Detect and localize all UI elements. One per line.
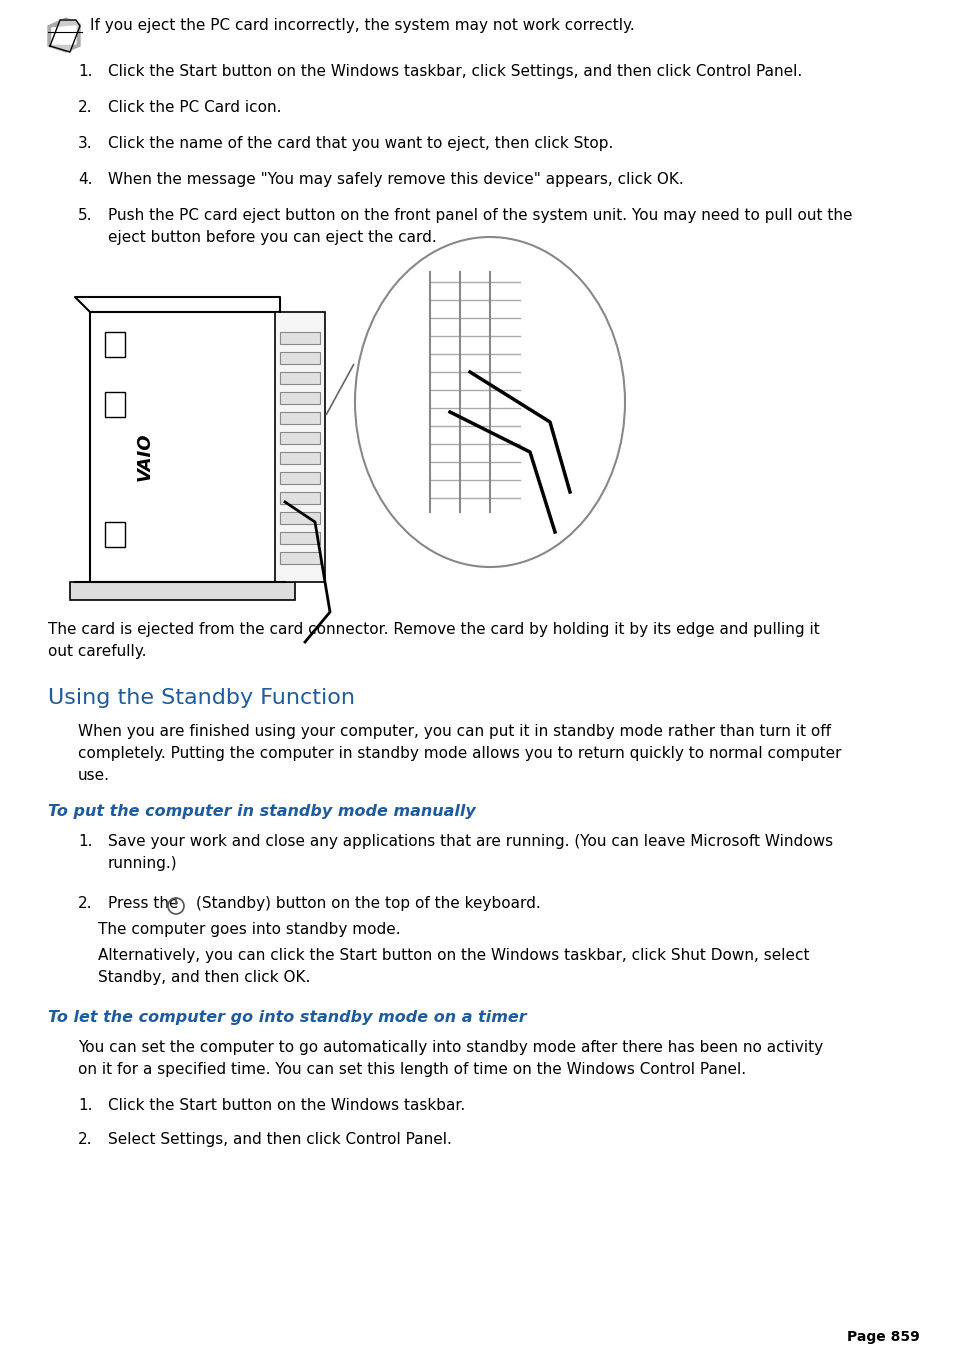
Text: You can set the computer to go automatically into standby mode after there has b: You can set the computer to go automatic… bbox=[78, 1040, 822, 1055]
Polygon shape bbox=[50, 20, 80, 51]
Bar bbox=[280, 471, 319, 484]
Text: eject button before you can eject the card.: eject button before you can eject the ca… bbox=[108, 230, 436, 245]
Bar bbox=[105, 521, 125, 547]
Bar bbox=[274, 312, 325, 582]
Ellipse shape bbox=[355, 236, 624, 567]
Text: 1.: 1. bbox=[78, 834, 92, 848]
FancyBboxPatch shape bbox=[70, 582, 294, 600]
Polygon shape bbox=[52, 26, 76, 45]
Text: Click the name of the card that you want to eject, then click Stop.: Click the name of the card that you want… bbox=[108, 136, 613, 151]
Text: Save your work and close any applications that are running. (You can leave Micro: Save your work and close any application… bbox=[108, 834, 832, 848]
Text: completely. Putting the computer in standby mode allows you to return quickly to: completely. Putting the computer in stan… bbox=[78, 746, 841, 761]
Text: 1.: 1. bbox=[78, 1098, 92, 1113]
Text: If you eject the PC card incorrectly, the system may not work correctly.: If you eject the PC card incorrectly, th… bbox=[90, 18, 634, 32]
Bar bbox=[280, 532, 319, 544]
Text: Alternatively, you can click the Start button on the Windows taskbar, click Shut: Alternatively, you can click the Start b… bbox=[98, 948, 809, 963]
Text: Click the Start button on the Windows taskbar, click Settings, and then click Co: Click the Start button on the Windows ta… bbox=[108, 63, 801, 78]
FancyBboxPatch shape bbox=[90, 312, 280, 582]
Text: To put the computer in standby mode manually: To put the computer in standby mode manu… bbox=[48, 804, 476, 819]
Text: running.): running.) bbox=[108, 857, 177, 871]
Bar bbox=[280, 372, 319, 384]
Text: When the message "You may safely remove this device" appears, click OK.: When the message "You may safely remove … bbox=[108, 172, 683, 186]
Text: 2.: 2. bbox=[78, 1132, 92, 1147]
Bar bbox=[280, 492, 319, 504]
Bar bbox=[280, 392, 319, 404]
Text: Page 859: Page 859 bbox=[846, 1329, 919, 1344]
Polygon shape bbox=[48, 18, 80, 51]
Text: 2.: 2. bbox=[78, 100, 92, 115]
Text: 3.: 3. bbox=[78, 136, 92, 151]
Text: Press the: Press the bbox=[108, 896, 178, 911]
Bar bbox=[280, 332, 319, 345]
Bar bbox=[280, 432, 319, 444]
Text: Click the Start button on the Windows taskbar.: Click the Start button on the Windows ta… bbox=[108, 1098, 465, 1113]
Text: To let the computer go into standby mode on a timer: To let the computer go into standby mode… bbox=[48, 1011, 526, 1025]
Bar bbox=[105, 332, 125, 357]
Text: 4.: 4. bbox=[78, 172, 92, 186]
Bar bbox=[280, 453, 319, 463]
Bar bbox=[105, 392, 125, 417]
Bar bbox=[280, 353, 319, 363]
Bar bbox=[280, 412, 319, 424]
Text: When you are finished using your computer, you can put it in standby mode rather: When you are finished using your compute… bbox=[78, 724, 830, 739]
Text: Select Settings, and then click Control Panel.: Select Settings, and then click Control … bbox=[108, 1132, 452, 1147]
Text: The computer goes into standby mode.: The computer goes into standby mode. bbox=[98, 921, 400, 938]
Text: Click the PC Card icon.: Click the PC Card icon. bbox=[108, 100, 281, 115]
Bar bbox=[280, 553, 319, 563]
Text: 5.: 5. bbox=[78, 208, 92, 223]
Bar bbox=[280, 512, 319, 524]
Text: Standby, and then click OK.: Standby, and then click OK. bbox=[98, 970, 310, 985]
Text: use.: use. bbox=[78, 767, 110, 784]
Text: (Standby) button on the top of the keyboard.: (Standby) button on the top of the keybo… bbox=[195, 896, 540, 911]
Text: Push the PC card eject button on the front panel of the system unit. You may nee: Push the PC card eject button on the fro… bbox=[108, 208, 852, 223]
Text: Using the Standby Function: Using the Standby Function bbox=[48, 688, 355, 708]
Text: 1.: 1. bbox=[78, 63, 92, 78]
Text: on it for a specified time. You can set this length of time on the Windows Contr: on it for a specified time. You can set … bbox=[78, 1062, 745, 1077]
Text: out carefully.: out carefully. bbox=[48, 644, 147, 659]
Text: VAIO: VAIO bbox=[136, 432, 153, 481]
Text: The card is ejected from the card connector. Remove the card by holding it by it: The card is ejected from the card connec… bbox=[48, 621, 819, 638]
Text: 2.: 2. bbox=[78, 896, 92, 911]
